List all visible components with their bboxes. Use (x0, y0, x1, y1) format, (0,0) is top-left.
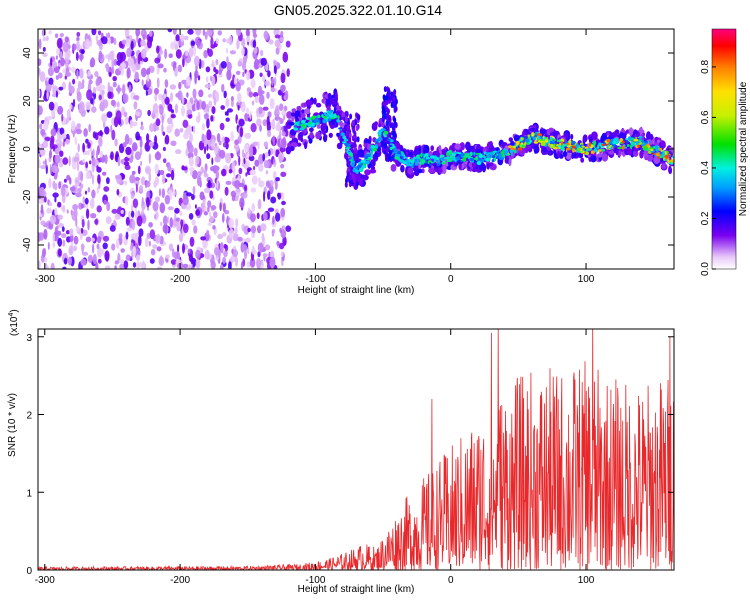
colorbar-gradient (711, 28, 737, 270)
x-tick-label: 100 (578, 274, 595, 285)
snr-y-multiplier: (x104) (8, 309, 20, 336)
figure-title: GN05.2025.322.01.10.G14 (274, 2, 442, 18)
y-tick-label: 1 (26, 488, 32, 499)
x-tick-label: 100 (578, 575, 595, 586)
colorbar-tick-label: 0.0 (700, 262, 711, 276)
x-tick-label: -300 (35, 274, 55, 285)
snr-panel: -300 -200 -100 0 100 0 1 2 3 Height of straight… (7, 309, 675, 595)
snr-series-line (38, 329, 674, 570)
y-tick-label: 3 (26, 333, 32, 344)
x-tick-label: -100 (305, 575, 325, 586)
y-tick-label: 0 (26, 566, 32, 577)
x-tick-label: -300 (35, 575, 55, 586)
x-tick-label: -200 (170, 575, 190, 586)
colorbar-ticks: 0.0 0.2 0.4 0.6 0.8 (700, 60, 716, 276)
snr-x-ticks: -300 -200 -100 0 100 (35, 329, 595, 586)
spectrogram-image (38, 29, 674, 269)
x-tick-label: -100 (305, 274, 325, 285)
colorbar-tick-label: 0.2 (700, 211, 711, 225)
y-tick-label: 2 (26, 411, 32, 422)
svg-text:(x104): (x104) (8, 309, 20, 336)
snr-y-ticks: 0 1 2 3 (26, 333, 674, 577)
y-tick-label: 0 (22, 146, 33, 152)
snr-y-label: SNR (10 * v/v) (7, 393, 18, 457)
colorbar-tick-label: 0.4 (700, 161, 711, 175)
snr-x-label: Height of straight line (km) (298, 584, 415, 595)
y-tick-label: -20 (22, 189, 33, 204)
spectrogram-y-ticks: -40 -20 0 20 40 (22, 47, 674, 252)
colorbar-tick-label: 0.8 (700, 60, 711, 74)
y-tick-label: -40 (22, 237, 33, 252)
snr-frame (37, 328, 675, 571)
colorbar-label: Normalized spectral amplitude (738, 81, 749, 216)
x-tick-label: 0 (448, 274, 454, 285)
y-tick-label: 20 (22, 95, 33, 107)
spectrogram-x-ticks: -300 -200 -100 0 100 (35, 29, 595, 285)
x-tick-label: 0 (448, 575, 454, 586)
colorbar-tick-label: 0.6 (700, 110, 711, 124)
spectrogram-x-label: Height of straight line (km) (298, 285, 415, 296)
spectrogram-y-label: Frequency (Hz) (7, 115, 18, 184)
y-tick-label: 40 (22, 47, 33, 59)
colorbar: 0.0 0.2 0.4 0.6 0.8 Normalized spectral ampl… (700, 28, 749, 276)
x-tick-label: -200 (170, 274, 190, 285)
